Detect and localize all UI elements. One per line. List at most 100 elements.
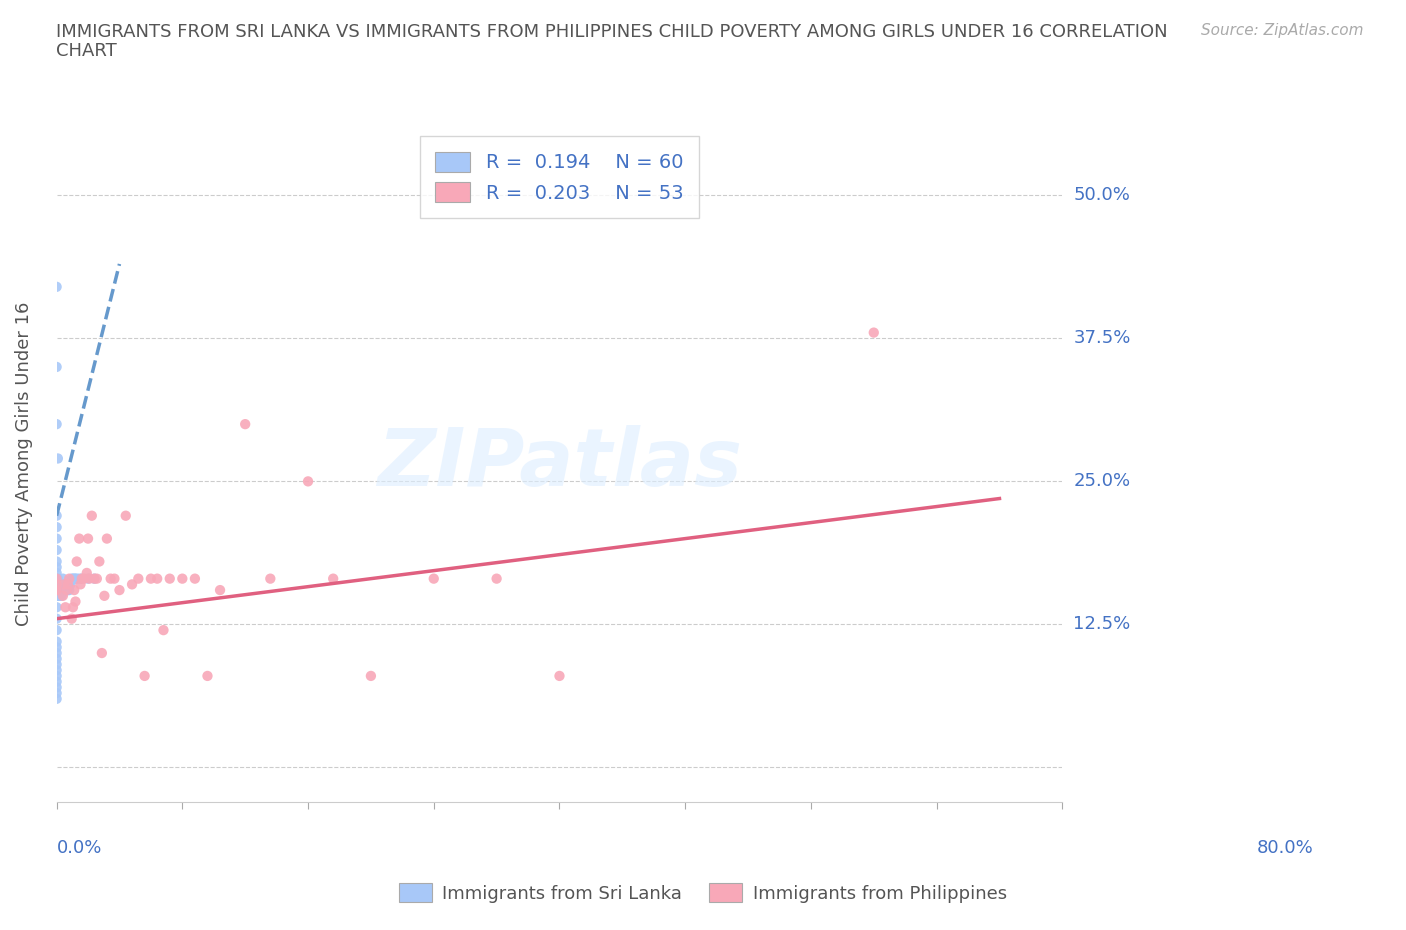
Point	[55, 583, 77, 598]
Point	[56, 577, 79, 591]
Point	[52, 589, 75, 604]
Point	[139, 571, 162, 586]
Point	[73, 571, 96, 586]
Point	[259, 571, 281, 586]
Point	[45, 560, 67, 575]
Point	[45, 577, 67, 591]
Point	[46, 451, 69, 466]
Point	[66, 554, 89, 569]
Point	[121, 577, 143, 591]
Point	[53, 583, 76, 598]
Point	[45, 542, 67, 557]
Point	[62, 571, 84, 586]
Point	[297, 474, 319, 489]
Text: 80.0%: 80.0%	[1257, 839, 1313, 857]
Point	[45, 623, 67, 638]
Point	[60, 571, 83, 586]
Point	[485, 571, 508, 586]
Point	[67, 571, 90, 586]
Point	[66, 571, 89, 586]
Point	[45, 640, 67, 655]
Point	[45, 554, 67, 569]
Point	[58, 571, 80, 586]
Point	[49, 589, 72, 604]
Point	[45, 583, 67, 598]
Point	[52, 583, 75, 598]
Point	[127, 571, 149, 586]
Point	[76, 565, 98, 580]
Point	[45, 645, 67, 660]
Point	[45, 565, 67, 580]
Point	[49, 583, 72, 598]
Point	[65, 594, 87, 609]
Point	[69, 577, 91, 591]
Point	[45, 279, 67, 294]
Point	[45, 417, 67, 432]
Point	[423, 571, 446, 586]
Point	[93, 589, 115, 604]
Text: CHART: CHART	[56, 42, 117, 60]
Point	[70, 571, 93, 586]
Point	[51, 589, 73, 604]
Point	[45, 685, 67, 700]
Point	[46, 571, 69, 586]
Point	[56, 583, 79, 598]
Point	[55, 600, 77, 615]
Point	[77, 571, 100, 586]
Point	[45, 520, 67, 535]
Point	[862, 326, 884, 340]
Text: IMMIGRANTS FROM SRI LANKA VS IMMIGRANTS FROM PHILIPPINES CHILD POVERTY AMONG GIR: IMMIGRANTS FROM SRI LANKA VS IMMIGRANTS …	[56, 23, 1168, 41]
Point	[45, 571, 67, 586]
Point	[59, 577, 82, 591]
Point	[45, 674, 67, 689]
Point	[55, 577, 77, 591]
Point	[45, 611, 67, 626]
Point	[77, 531, 100, 546]
Point	[49, 577, 72, 591]
Point	[83, 571, 105, 586]
Point	[70, 571, 93, 586]
Point	[48, 583, 70, 598]
Point	[159, 571, 181, 586]
Point	[52, 571, 75, 586]
Point	[65, 571, 87, 586]
Text: 12.5%: 12.5%	[1073, 616, 1130, 633]
Point	[55, 577, 77, 591]
Point	[90, 645, 112, 660]
Point	[209, 583, 232, 598]
Point	[62, 600, 84, 615]
Point	[53, 577, 76, 591]
Point	[63, 571, 86, 586]
Point	[79, 571, 101, 586]
Point	[60, 611, 83, 626]
Text: 0.0%: 0.0%	[56, 839, 103, 857]
Point	[172, 571, 194, 586]
Point	[86, 571, 108, 586]
Point	[146, 571, 169, 586]
Point	[45, 589, 67, 604]
Text: 37.5%: 37.5%	[1073, 329, 1130, 347]
Point	[48, 577, 70, 591]
Point	[46, 583, 69, 598]
Point	[45, 669, 67, 684]
Text: 50.0%: 50.0%	[1073, 186, 1130, 205]
Text: ZIPatlas: ZIPatlas	[377, 425, 742, 503]
Point	[45, 531, 67, 546]
Point	[45, 600, 67, 615]
Point	[48, 589, 70, 604]
Point	[53, 577, 76, 591]
Point	[45, 663, 67, 678]
Point	[45, 571, 67, 586]
Point	[45, 583, 67, 598]
Point	[55, 583, 77, 598]
Point	[52, 577, 75, 591]
Point	[360, 669, 382, 684]
Point	[114, 509, 136, 524]
Point	[96, 531, 118, 546]
Point	[63, 583, 86, 598]
Point	[58, 583, 80, 598]
Point	[197, 669, 219, 684]
Point	[89, 554, 111, 569]
Point	[55, 583, 77, 598]
Point	[45, 634, 67, 649]
